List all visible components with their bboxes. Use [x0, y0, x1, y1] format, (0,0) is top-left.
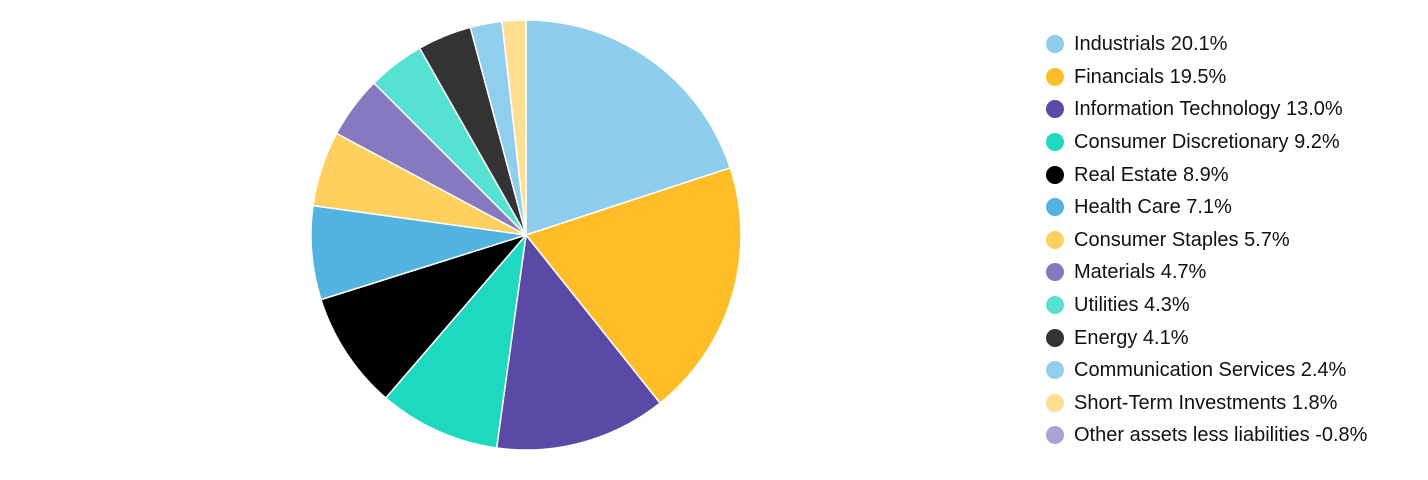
- pie-slice-industrials: [525, 19, 731, 236]
- legend-label: Materials 4.7%: [1074, 261, 1207, 284]
- legend-swatch: [1046, 230, 1064, 249]
- pie-slice-short-term-investments: [501, 19, 527, 236]
- legend-item-real-estate: Real Estate 8.9%: [1046, 158, 1367, 191]
- legend-item-other-assets-less-liabilities: Other assets less liabilities -0.8%: [1046, 419, 1367, 452]
- legend-swatch: [1046, 361, 1064, 380]
- legend-swatch: [1046, 35, 1064, 54]
- legend-swatch: [1046, 198, 1064, 217]
- legend-label: Short-Term Investments 1.8%: [1074, 391, 1338, 414]
- pie-slice-consumer-discretionary: [385, 234, 527, 449]
- legend-item-consumer-discretionary: Consumer Discretionary 9.2%: [1046, 126, 1367, 159]
- legend-swatch: [1046, 100, 1064, 119]
- legend-swatch: [1046, 296, 1064, 315]
- legend-label: Information Technology 13.0%: [1074, 98, 1343, 121]
- chart-legend: Industrials 20.1% Financials 19.5% Infor…: [1046, 28, 1367, 452]
- legend-label: Other assets less liabilities -0.8%: [1074, 424, 1368, 447]
- legend-item-short-term-investments: Short-Term Investments 1.8%: [1046, 387, 1367, 420]
- legend-item-information-technology: Information Technology 13.0%: [1046, 93, 1367, 126]
- pie-slice-information-technology: [495, 234, 661, 451]
- legend-label: Energy 4.1%: [1074, 326, 1189, 349]
- legend-item-utilities: Utilities 4.3%: [1046, 289, 1367, 322]
- legend-item-financials: Financials 19.5%: [1046, 61, 1367, 94]
- legend-label: Communication Services 2.4%: [1074, 359, 1347, 382]
- legend-label: Industrials 20.1%: [1074, 33, 1228, 56]
- legend-swatch: [1046, 133, 1064, 152]
- legend-swatch: [1046, 393, 1064, 412]
- legend-item-health-care: Health Care 7.1%: [1046, 191, 1367, 224]
- legend-label: Consumer Staples 5.7%: [1074, 228, 1290, 251]
- legend-swatch: [1046, 165, 1064, 184]
- pie-slice-real-estate: [320, 234, 527, 399]
- pie-chart-plot: [310, 19, 742, 451]
- legend-item-energy: Energy 4.1%: [1046, 321, 1367, 354]
- legend-swatch: [1046, 263, 1064, 282]
- legend-item-industrials: Industrials 20.1%: [1046, 28, 1367, 61]
- legend-item-materials: Materials 4.7%: [1046, 256, 1367, 289]
- legend-swatch: [1046, 67, 1064, 86]
- legend-item-communication-services: Communication Services 2.4%: [1046, 354, 1367, 387]
- legend-item-consumer-staples: Consumer Staples 5.7%: [1046, 224, 1367, 257]
- pie-slice-financials: [525, 167, 742, 404]
- legend-label: Consumer Discretionary 9.2%: [1074, 131, 1340, 154]
- legend-label: Utilities 4.3%: [1074, 294, 1190, 317]
- legend-label: Financials 19.5%: [1074, 65, 1227, 88]
- legend-label: Real Estate 8.9%: [1074, 163, 1229, 186]
- legend-swatch: [1046, 328, 1064, 347]
- legend-label: Health Care 7.1%: [1074, 196, 1232, 219]
- legend-swatch: [1046, 426, 1064, 445]
